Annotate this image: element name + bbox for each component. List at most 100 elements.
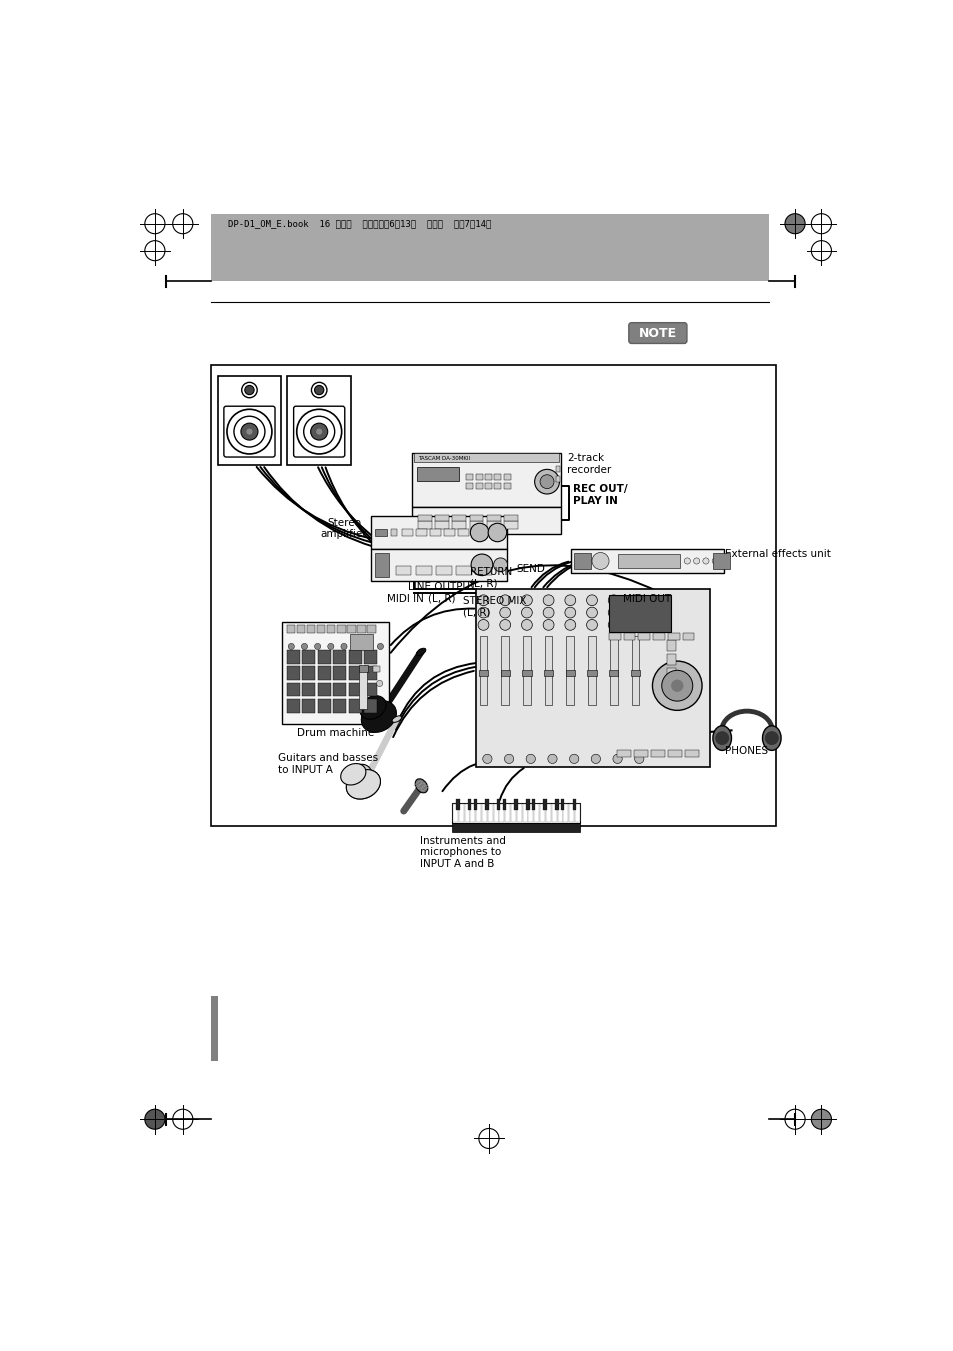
Circle shape [172, 1109, 193, 1129]
Circle shape [377, 643, 383, 650]
Bar [497, 798, 500, 809]
Bar [484, 474, 492, 480]
Bar [478, 670, 488, 677]
Circle shape [311, 423, 328, 440]
Bar [498, 804, 504, 821]
Bar [286, 650, 299, 665]
Circle shape [608, 607, 618, 617]
Circle shape [241, 382, 257, 397]
Circle shape [810, 213, 831, 234]
Bar [282, 621, 389, 724]
Bar [572, 798, 576, 809]
Circle shape [693, 558, 699, 565]
Bar [211, 996, 217, 1062]
Bar [666, 640, 676, 651]
Bar [514, 798, 517, 809]
Bar [359, 666, 367, 709]
Bar [457, 528, 468, 536]
Bar [469, 521, 483, 528]
Bar [638, 632, 649, 639]
Bar [571, 550, 723, 573]
Bar [416, 467, 459, 481]
Bar [544, 636, 552, 705]
Bar [522, 804, 527, 821]
Text: External effects unit: External effects unit [724, 550, 830, 559]
Bar [333, 650, 346, 665]
Bar [296, 626, 305, 632]
Bar [502, 798, 506, 809]
Circle shape [521, 620, 532, 631]
Circle shape [764, 731, 778, 744]
Bar [458, 804, 463, 821]
Bar [623, 632, 635, 639]
Circle shape [314, 385, 323, 394]
Bar [476, 474, 482, 480]
Bar [375, 528, 386, 536]
Circle shape [711, 558, 718, 565]
Circle shape [592, 553, 608, 570]
Circle shape [683, 558, 690, 565]
Ellipse shape [712, 725, 731, 750]
Circle shape [227, 409, 272, 454]
Bar [443, 528, 455, 536]
Bar [666, 682, 676, 693]
Bar [435, 521, 449, 528]
Bar [494, 484, 500, 489]
Circle shape [328, 643, 334, 650]
Bar [464, 804, 469, 821]
Bar [521, 670, 531, 677]
Bar [364, 682, 377, 697]
Circle shape [784, 1109, 804, 1129]
Bar [487, 804, 493, 821]
Bar [466, 474, 473, 480]
Circle shape [245, 385, 253, 394]
Bar [608, 594, 670, 632]
Bar [630, 670, 639, 677]
Bar [511, 804, 516, 821]
Circle shape [478, 1128, 498, 1148]
Bar [575, 804, 579, 821]
Circle shape [784, 213, 804, 234]
Circle shape [482, 754, 492, 763]
Bar [302, 650, 315, 665]
Circle shape [470, 523, 488, 542]
Bar [505, 804, 510, 821]
Text: MIDI OUT: MIDI OUT [622, 594, 670, 604]
Bar [476, 589, 709, 766]
Circle shape [670, 680, 682, 692]
Circle shape [315, 428, 322, 435]
Circle shape [810, 240, 831, 261]
Circle shape [569, 754, 578, 763]
Bar [666, 654, 676, 665]
Bar [333, 666, 346, 681]
Text: DP-D1_OM_E.book  16 ページ  ２００５年6月13日  月曜日  午後7時14分: DP-D1_OM_E.book 16 ページ ２００５年6月13日 月曜日 午後… [228, 219, 491, 228]
Bar [534, 804, 538, 821]
Bar [503, 521, 517, 528]
Bar [517, 804, 521, 821]
Bar [486, 521, 500, 528]
Circle shape [629, 607, 640, 617]
Bar [430, 528, 440, 536]
Bar [452, 521, 466, 528]
Text: Stereo
amplifier: Stereo amplifier [320, 517, 367, 539]
Bar [486, 515, 500, 521]
Circle shape [521, 594, 532, 605]
Bar [456, 798, 459, 809]
Circle shape [534, 469, 558, 494]
Circle shape [547, 754, 557, 763]
Circle shape [586, 594, 597, 605]
Bar [327, 626, 335, 632]
Circle shape [288, 643, 294, 650]
Bar [307, 626, 315, 632]
Bar [476, 804, 480, 821]
Bar [562, 804, 568, 821]
Bar [412, 507, 560, 534]
Bar [302, 682, 315, 697]
Circle shape [629, 620, 640, 631]
Bar [286, 626, 294, 632]
Ellipse shape [340, 763, 366, 785]
Bar [414, 453, 558, 462]
Bar [476, 566, 492, 574]
Bar [666, 667, 676, 678]
Bar [557, 804, 562, 821]
